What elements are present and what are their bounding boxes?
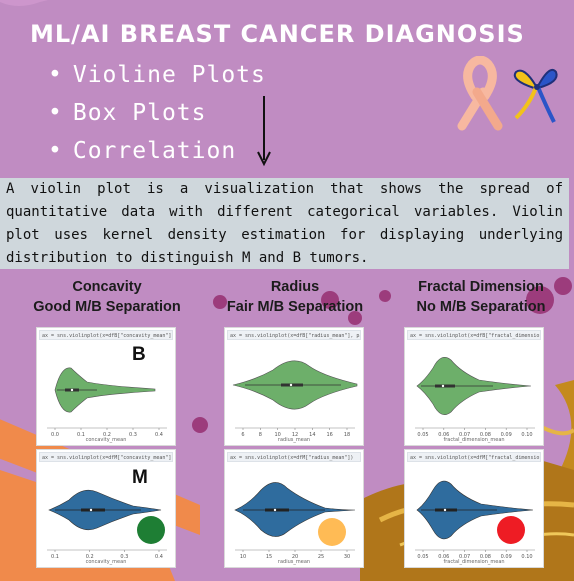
separation-label: No M/B Separation: [416, 299, 546, 315]
x-axis-label: radius_mean: [277, 559, 311, 565]
tick-label: 30: [344, 554, 350, 560]
tick-label: 0.10: [521, 432, 532, 438]
violin-plot-malignant: 0.05 0.06 0.07 0.08 0.09 0.10: [415, 480, 535, 560]
x-axis-label: fractal_dimension_mean: [443, 559, 505, 565]
column-header-fractal-dimension: Fractal Dimension No M/B Separation: [386, 277, 574, 317]
description-box: A violin plot is a visualization that sh…: [0, 178, 569, 269]
tick-label: 0.07: [459, 432, 470, 438]
tick-label: 0.2: [103, 432, 111, 438]
tick-label: 0.3: [120, 554, 128, 560]
malignant-label: M: [132, 467, 148, 488]
down-arrow-icon: [257, 96, 271, 167]
tick-label: 0.05: [417, 432, 428, 438]
code-cell: ax = sns.violinplot(x=dfM["radius_mean"]…: [227, 452, 361, 462]
feature-label: Radius: [270, 279, 320, 295]
tick-label: 0.09: [501, 554, 512, 560]
code-cell: ax = sns.violinplot(x=dfB["concavity_mea…: [39, 330, 173, 340]
x-axis-label: concavity_mean: [85, 437, 127, 443]
blue-yellow-ribbon-icon: [513, 68, 558, 123]
column-header-radius: Radius Fair M/B Separation: [200, 277, 390, 317]
violin-panel-concavity-malignant: ax = sns.violinplot(x=dfM["concavity_mea…: [36, 449, 176, 568]
benign-label: B: [132, 344, 146, 365]
x-axis-label: radius_mean: [277, 437, 311, 443]
x-axis-label: concavity_mean: [85, 559, 127, 565]
tick-label: 0.4: [155, 554, 163, 560]
tick-label: 0.1: [51, 554, 59, 560]
violin-panel-radius-benign: ax = sns.violinplot(x=dfB["radius_mean"]…: [224, 327, 364, 446]
tick-label: 0.06: [438, 432, 449, 438]
violin-plot-benign: 0.05 0.06 0.07 0.08 0.09 0.10: [415, 357, 535, 438]
tick-label: 15: [266, 554, 272, 560]
tick-label: 0.1: [77, 432, 85, 438]
violin-plot-malignant: 10 15 20 25 30: [234, 482, 356, 560]
separation-label: Good M/B Separation: [33, 299, 181, 315]
tick-label: 0.07: [459, 554, 470, 560]
tick-label: 0.2: [86, 554, 94, 560]
tick-label: 16: [326, 432, 332, 438]
tick-label: 0.06: [438, 554, 449, 560]
tick-label: 10: [240, 554, 246, 560]
tick-label: 14: [309, 432, 315, 438]
tick-label: 20: [292, 554, 298, 560]
code-cell: ax = sns.violinplot(x=dfB["fractal_dimen…: [407, 330, 541, 340]
violin-plot-benign: 6 8 10 12 14 16 18: [232, 360, 358, 438]
violin-panel-fractal-benign: ax = sns.violinplot(x=dfB["fractal_dimen…: [404, 327, 544, 446]
violin-panel-radius-malignant: ax = sns.violinplot(x=dfM["radius_mean"]…: [224, 449, 364, 568]
tick-label: 0.05: [417, 554, 428, 560]
x-axis-label: fractal_dimension_mean: [443, 437, 505, 443]
code-cell: ax = sns.violinplot(x=dfB["radius_mean"]…: [227, 330, 361, 340]
tick-label: 25: [318, 554, 324, 560]
tick-label: 0.10: [521, 554, 532, 560]
violin-panel-concavity-benign: ax = sns.violinplot(x=dfB["concavity_mea…: [36, 327, 176, 446]
poster-title: ML/AI BREAST CANCER DIAGNOSIS: [30, 20, 525, 48]
code-cell: ax = sns.violinplot(x=dfM["concavity_mea…: [39, 452, 173, 462]
feature-label: Concavity: [72, 279, 142, 295]
tick-label: 12: [292, 432, 298, 438]
tick-label: 0.0: [51, 432, 59, 438]
violin-panel-fractal-malignant: ax = sns.violinplot(x=dfM["fractal_dimen…: [404, 449, 544, 568]
tick-label: 18: [344, 432, 350, 438]
tick-label: 0.4: [155, 432, 163, 438]
separation-label: Fair M/B Separation: [226, 299, 364, 315]
separation-indicator-good: [137, 516, 165, 544]
topic-list: Violine Plots Box Plots Correlation: [48, 60, 266, 174]
code-cell: ax = sns.violinplot(x=dfM["fractal_dimen…: [407, 452, 541, 462]
awareness-ribbons: [457, 56, 558, 131]
tick-label: 0.08: [480, 432, 491, 438]
column-header-concavity: Concavity Good M/B Separation: [12, 277, 202, 317]
tick-label: 0.08: [480, 554, 491, 560]
tick-label: 0.3: [129, 432, 137, 438]
tick-label: 10: [274, 432, 280, 438]
separation-indicator-none: [497, 516, 525, 544]
peach-ribbon-icon: [457, 56, 503, 131]
tick-label: 8: [259, 432, 262, 438]
tick-label: 0.09: [501, 432, 512, 438]
feature-label: Fractal Dimension: [418, 279, 544, 295]
topic-item: Correlation: [48, 136, 266, 174]
violin-plot-benign: 0.0 0.1 0.2 0.3 0.4: [47, 367, 167, 438]
violin-plot-malignant: 0.1 0.2 0.3 0.4: [47, 489, 167, 560]
tick-label: 6: [241, 432, 244, 438]
topic-item: Violine Plots: [48, 60, 266, 98]
topic-item: Box Plots: [48, 98, 266, 136]
separation-indicator-fair: [318, 518, 346, 546]
